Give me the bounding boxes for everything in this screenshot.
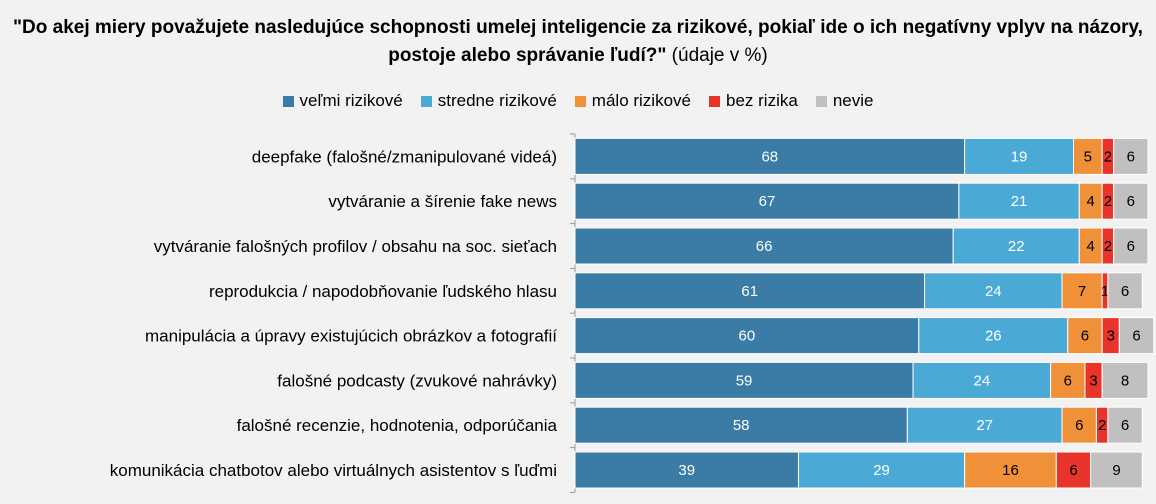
bar-segment — [1113, 182, 1149, 220]
data-label: 67 — [759, 193, 776, 210]
data-label: 66 — [756, 238, 773, 255]
data-label: 1 — [1101, 283, 1109, 300]
category-label: vytváranie falošných profilov / obsahu n… — [154, 237, 557, 256]
data-label: 6 — [1127, 148, 1135, 165]
data-label: 6 — [1075, 417, 1083, 434]
data-label: 4 — [1087, 193, 1095, 210]
data-label: 60 — [739, 328, 756, 345]
data-label: 19 — [1011, 148, 1028, 165]
bar-segment — [1113, 227, 1149, 265]
data-label: 24 — [973, 372, 990, 389]
category-label: falošné podcasty (zvukové nahrávky) — [277, 371, 557, 390]
data-label: 3 — [1089, 372, 1097, 389]
data-label: 39 — [678, 462, 695, 479]
data-label: 21 — [1011, 193, 1028, 210]
data-label: 8 — [1121, 372, 1129, 389]
legend-label: málo rizikové — [591, 91, 691, 110]
bar-segment — [952, 227, 1080, 265]
bar-segment — [1107, 272, 1143, 310]
category-label: komunikácia chatbotov alebo virtuálnych … — [110, 461, 557, 480]
category-label: reprodukcia / napodobňovanie ľudského hl… — [209, 282, 557, 301]
bar-segment — [964, 451, 1057, 489]
data-label: 6 — [1121, 417, 1129, 434]
bar-segment — [574, 227, 954, 265]
category-label: manipulácia a úpravy existujúcich obrázk… — [145, 327, 557, 346]
data-label: 6 — [1081, 328, 1089, 345]
legend-label: veľmi rizikové — [299, 91, 403, 110]
data-label: 2 — [1104, 148, 1112, 165]
data-label: 6 — [1127, 238, 1135, 255]
data-label: 22 — [1008, 238, 1025, 255]
bar-segment — [1118, 317, 1155, 355]
bar-segment — [958, 182, 1080, 220]
data-label: 6 — [1121, 283, 1129, 300]
legend-swatch — [574, 95, 586, 107]
bar-segment — [797, 451, 966, 489]
legend-item-bez-rizika: bez rizika — [709, 91, 798, 111]
data-label: 7 — [1078, 283, 1086, 300]
data-label: 58 — [733, 417, 750, 434]
legend-item-nevie: nevie — [815, 91, 874, 111]
data-label: 29 — [873, 462, 890, 479]
bar-segment — [924, 272, 1063, 310]
legend-swatch — [709, 95, 720, 107]
bar-segment — [1061, 406, 1097, 444]
bar-segment — [574, 451, 799, 489]
category-label: vytváranie a šírenie fake news — [328, 192, 557, 211]
data-label: 16 — [1002, 462, 1019, 479]
bar-segment — [1107, 406, 1143, 444]
bar-segment — [964, 137, 1075, 175]
chart-title: "Do akej miery považujete nasledujúce sc… — [0, 14, 1156, 70]
data-label: 59 — [736, 372, 753, 389]
data-label: 26 — [985, 328, 1002, 345]
data-label: 9 — [1112, 462, 1120, 479]
bar-segment — [1050, 361, 1086, 399]
data-label: 6 — [1127, 193, 1135, 210]
bar-segment — [1113, 137, 1149, 175]
legend-label: bez rizika — [726, 91, 798, 110]
category-label: falošné recenzie, hodnotenia, odporúčani… — [237, 416, 558, 435]
data-label: 3 — [1107, 328, 1115, 345]
chart-title-question: "Do akej miery považujete nasledujúce sc… — [13, 17, 1143, 66]
legend-swatch — [420, 95, 432, 107]
bar-segment — [1090, 451, 1143, 489]
data-label: 24 — [985, 283, 1002, 300]
data-label: 68 — [761, 148, 778, 165]
legend-item-velmi-rizikove: veľmi rizikové — [282, 91, 403, 111]
data-label: 61 — [741, 283, 758, 300]
bar-segment — [918, 317, 1069, 355]
legend-label: stredne rizikové — [437, 91, 557, 110]
chart-title-unit: (údaje v %) — [666, 45, 768, 66]
bar-segment — [1101, 361, 1149, 399]
bar-segment — [1055, 451, 1092, 489]
bar-segment — [574, 272, 926, 310]
data-label: 2 — [1098, 417, 1106, 434]
legend-swatch — [815, 95, 827, 107]
legend: veľmi rizikové stredne rizikové málo riz… — [0, 91, 1156, 111]
category-label: deepfake (falošné/zmanipulované videá) — [252, 147, 557, 166]
data-label: 4 — [1087, 238, 1095, 255]
data-label: 6 — [1064, 372, 1072, 389]
legend-item-stredne-rizikove: stredne rizikové — [420, 91, 557, 111]
legend-item-malo-rizikove: málo rizikové — [574, 91, 691, 111]
data-label: 6 — [1132, 328, 1140, 345]
legend-label: nevie — [832, 91, 874, 110]
bar-segment — [1073, 137, 1103, 175]
bar-segment — [574, 317, 920, 355]
data-label: 5 — [1084, 148, 1092, 165]
bar-segment — [574, 137, 966, 175]
bar-segment — [1061, 272, 1103, 310]
data-label: 27 — [976, 417, 993, 434]
bar-segment — [574, 406, 908, 444]
data-label: 2 — [1104, 193, 1112, 210]
legend-swatch — [282, 95, 294, 107]
data-label: 6 — [1069, 462, 1077, 479]
data-label: 2 — [1104, 238, 1112, 255]
